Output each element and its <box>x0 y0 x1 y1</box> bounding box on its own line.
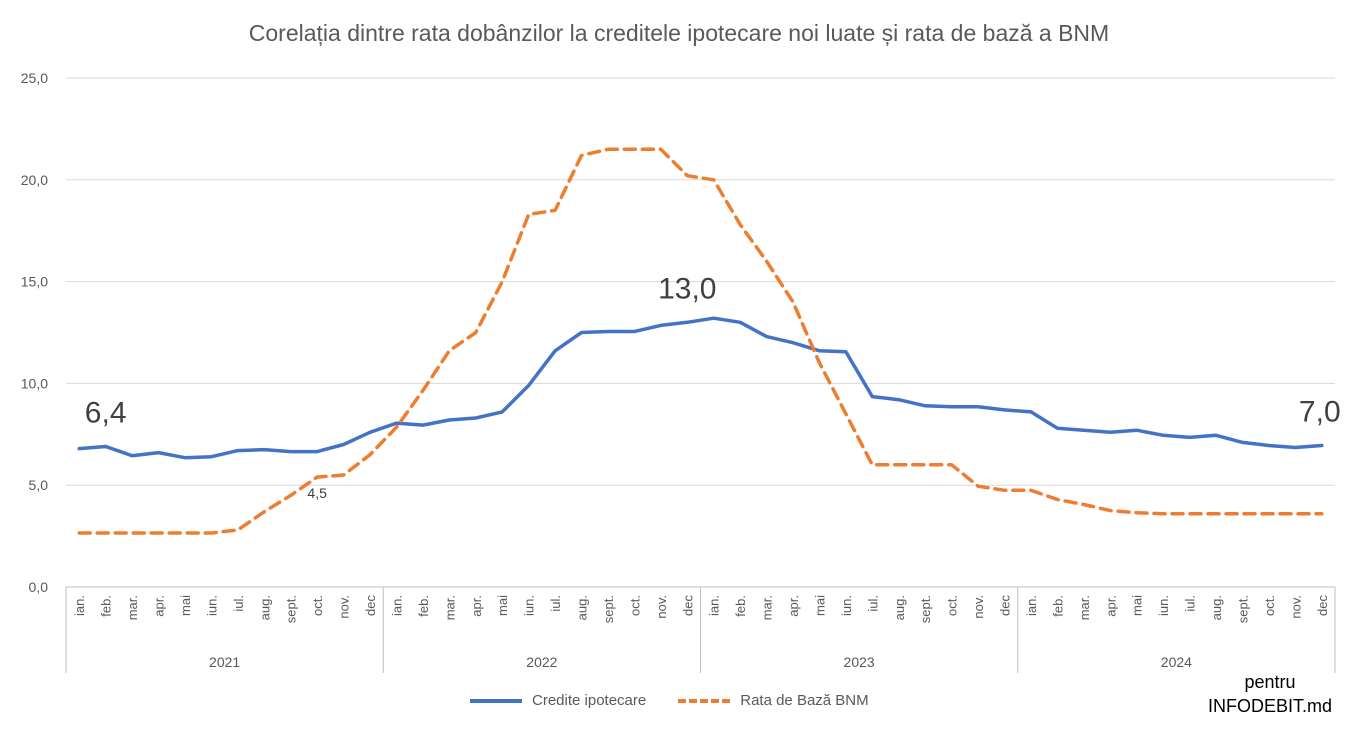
series-line-0 <box>77 316 1324 460</box>
data-label: 13,0 <box>658 272 716 305</box>
xtick-month-label: feb. <box>733 595 748 617</box>
xtick-month-label: aug. <box>892 595 907 620</box>
xtick-month-label: iun. <box>522 595 537 616</box>
xtick-month-label: ian. <box>707 595 722 616</box>
xtick-month-label: ian. <box>389 595 404 616</box>
credit-line-1: pentru <box>1244 672 1296 692</box>
xtick-month-label: mar. <box>1077 595 1092 620</box>
ytick-label: 20,0 <box>21 172 48 188</box>
xtick-month-label: oct. <box>310 595 325 616</box>
series-line-1 <box>77 147 1324 535</box>
xtick-month-label: feb. <box>416 595 431 617</box>
xtick-month-label: mai <box>1130 595 1145 616</box>
xtick-month-label: dec <box>363 595 378 616</box>
data-label: 6,4 <box>85 397 127 430</box>
xtick-month-label: mai <box>178 595 193 616</box>
xtick-month-label: sept. <box>601 595 616 623</box>
xtick-month-label: mar. <box>760 595 775 620</box>
xtick-month-label: ian. <box>1024 595 1039 616</box>
xtick-month-label: dec <box>1315 595 1330 616</box>
xtick-month-label: iun. <box>839 595 854 616</box>
xtick-month-label: iun. <box>1156 595 1171 616</box>
xtick-month-label: aug. <box>1209 595 1224 620</box>
xtick-month-label: oct. <box>1262 595 1277 616</box>
xtick-year-label: 2023 <box>844 654 875 670</box>
xtick-month-label: nov. <box>654 595 669 619</box>
xtick-month-label: iul. <box>548 595 563 612</box>
ytick-label: 5,0 <box>29 477 49 493</box>
xtick-year-label: 2024 <box>1161 654 1192 670</box>
xtick-month-label: mai <box>812 595 827 616</box>
credit-text: pentru INFODEBIT.md <box>1208 670 1332 718</box>
xtick-month-label: feb. <box>1050 595 1065 617</box>
legend: Credite ipotecare Rata de Bază BNM <box>470 692 901 709</box>
xtick-month-label: iul. <box>865 595 880 612</box>
xtick-month-label: aug. <box>257 595 272 620</box>
ytick-label: 25,0 <box>21 70 48 86</box>
legend-swatch-rata <box>678 698 731 703</box>
xtick-month-label: sept. <box>284 595 299 623</box>
xtick-month-label: nov. <box>337 595 352 619</box>
legend-label-credite: Credite ipotecare <box>532 692 647 709</box>
xtick-month-label: apr. <box>152 595 167 617</box>
xtick-month-label: aug. <box>575 595 590 620</box>
ytick-label: 0,0 <box>29 579 49 595</box>
xtick-month-label: mar. <box>125 595 140 620</box>
xtick-month-label: iun. <box>204 595 219 616</box>
ytick-label: 10,0 <box>21 375 48 391</box>
y-axis: 0,0 5,0 10,0 15,0 20,0 25,0 <box>21 70 48 595</box>
annotations: 6,4 13,0 7,0 4,5 <box>85 272 1341 501</box>
xtick-month-label: sept. <box>918 595 933 623</box>
xtick-month-label: oct. <box>627 595 642 616</box>
xtick-month-label: mai <box>495 595 510 616</box>
x-axis: ian. feb. mar. apr. mai iun. iul. aug. sept. oct.… <box>65 587 1336 673</box>
xtick-month-label: nov. <box>1288 595 1303 619</box>
xtick-month-label: ian. <box>72 595 87 616</box>
credit-line-2: INFODEBIT.md <box>1207 696 1332 716</box>
chart-title: Corelația dintre rata dobânzilor la cred… <box>248 20 1110 46</box>
data-label: 7,0 <box>1299 395 1341 428</box>
xtick-month-label: sept. <box>1235 595 1250 623</box>
xtick-month-label: apr. <box>786 595 801 617</box>
xtick-month-label: iul. <box>231 595 246 612</box>
xtick-year-label: 2021 <box>209 654 240 670</box>
grid-lines <box>66 77 1335 588</box>
legend-item-credite: Credite ipotecare <box>470 692 646 709</box>
xtick-month-label: nov. <box>971 595 986 619</box>
xtick-month-label: oct. <box>945 595 960 616</box>
legend-swatch-credite <box>470 698 522 703</box>
series-lines <box>77 147 1324 535</box>
legend-item-rata: Rata de Bază BNM <box>678 692 869 709</box>
ytick-label: 15,0 <box>21 274 48 290</box>
xtick-month-label: apr. <box>469 595 484 617</box>
xtick-month-label: apr. <box>1103 595 1118 617</box>
xtick-year-label: 2022 <box>526 654 557 670</box>
xtick-month-label: dec <box>998 595 1013 616</box>
legend-label-rata: Rata de Bază BNM <box>740 692 869 709</box>
xtick-month-label: feb. <box>99 595 114 617</box>
xtick-month-label: mar. <box>442 595 457 620</box>
xtick-month-label: iul. <box>1183 595 1198 612</box>
data-label: 4,5 <box>307 485 327 501</box>
xtick-month-label: dec <box>680 595 695 616</box>
